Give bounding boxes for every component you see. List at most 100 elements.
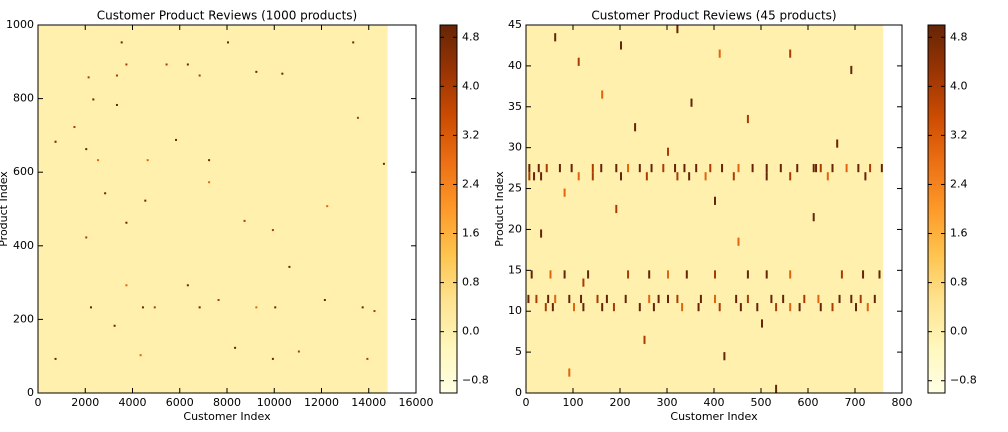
heatmap-cell	[87, 76, 90, 79]
y-tick-label: 400	[13, 239, 34, 252]
heatmap-cell	[582, 278, 585, 287]
heatmap-cell	[815, 164, 818, 173]
x-axis-label: Customer Index	[670, 410, 758, 423]
heatmap-cell	[645, 172, 648, 181]
y-tick-label: 40	[508, 59, 522, 72]
heatmap-cell	[198, 306, 201, 309]
heatmap-cell	[175, 138, 178, 141]
heatmap-cell	[125, 284, 128, 287]
heatmap-cell	[281, 72, 284, 75]
heatmap-cell	[243, 219, 246, 222]
colorbar-tick-label: 0.0	[950, 325, 968, 338]
heatmap-cell	[819, 303, 822, 312]
heatmap-cell	[141, 306, 144, 309]
heatmap-cell	[638, 164, 641, 173]
x-tick-label: 14000	[351, 396, 386, 409]
heatmap-cell	[634, 123, 637, 132]
heatmap-cell	[97, 159, 100, 162]
heatmap-cell	[208, 159, 211, 162]
y-tick-label: 45	[508, 18, 522, 31]
colorbar-tick-label: 4.0	[950, 79, 968, 92]
y-tick-label: 600	[13, 165, 34, 178]
x-tick-label: 6000	[166, 396, 194, 409]
heatmap-cell	[580, 294, 583, 304]
heatmap-cell	[620, 41, 622, 50]
heatmap-cell	[812, 164, 815, 173]
heatmap-cell	[352, 41, 355, 44]
y-tick-label: 20	[508, 222, 522, 235]
heatmap-cell	[535, 294, 538, 304]
heatmap-cell	[697, 303, 700, 312]
heatmap-cell	[612, 303, 615, 312]
y-tick-label: 800	[13, 92, 34, 105]
heatmap-cell	[826, 172, 829, 181]
x-axis-label: Customer Index	[183, 410, 271, 423]
y-tick-label: 35	[508, 100, 522, 113]
heatmap-cell	[326, 205, 329, 208]
heatmap-cell	[54, 357, 57, 360]
chart-title: Customer Product Reviews (1000 products)	[97, 9, 357, 23]
heatmap-cell	[227, 41, 229, 44]
heatmap-background	[526, 25, 884, 393]
y-tick-label: 0	[515, 386, 522, 399]
colorbar-tick-label: 1.6	[950, 227, 968, 240]
heatmap-cell	[761, 319, 763, 328]
heatmap-cell	[831, 164, 834, 173]
x-tick-label: 400	[704, 396, 725, 409]
heatmap-cell	[667, 294, 669, 304]
heatmap-cell	[558, 164, 561, 173]
heatmap-cell	[186, 63, 189, 66]
y-tick-label: 0	[27, 386, 34, 399]
heatmap-cell	[85, 236, 88, 239]
colorbar-tick-label: −0.8	[462, 374, 489, 387]
heatmap-cell	[855, 303, 857, 312]
heatmap-cell	[770, 294, 773, 304]
heatmap-cell	[601, 90, 604, 99]
heatmap-cell	[139, 354, 142, 357]
heatmap-cell	[765, 172, 768, 181]
heatmap-cell	[274, 306, 277, 309]
heatmap-cell	[554, 294, 557, 304]
chart-title: Customer Product Reviews (45 products)	[591, 9, 836, 23]
x-tick-label: 0	[35, 396, 42, 409]
heatmap-cell	[208, 181, 211, 184]
x-tick-label: 2000	[71, 396, 99, 409]
heatmap-cell	[373, 310, 376, 313]
colorbar-tick-label: 4.0	[462, 79, 480, 92]
x-tick-label: 100	[563, 396, 584, 409]
heatmap-cell	[676, 172, 679, 181]
y-tick-label: 5	[515, 345, 522, 358]
heatmap-cell	[115, 103, 118, 106]
heatmap-cell	[255, 70, 258, 73]
heatmap-cell	[92, 98, 95, 101]
heatmap-cell	[146, 159, 149, 162]
x-tick-label: 300	[657, 396, 678, 409]
colorbar-tick-label: 0.8	[950, 276, 968, 289]
heatmap-cell	[737, 164, 740, 173]
heatmap-cell	[615, 164, 618, 173]
heatmap-cell	[648, 270, 651, 279]
heatmap-cell	[165, 63, 168, 66]
x-tick-label: 16000	[399, 396, 434, 409]
heatmap-cell	[563, 188, 566, 197]
heatmap-cell	[255, 306, 258, 309]
heatmap-cell	[831, 303, 834, 312]
heatmap-cell	[104, 192, 107, 195]
heatmap-cell	[850, 294, 853, 304]
heatmap-cell	[115, 74, 118, 77]
heatmap-cell	[568, 368, 571, 377]
y-tick-label: 30	[508, 141, 522, 154]
colorbar	[439, 24, 458, 394]
heatmap-cell	[864, 172, 867, 181]
heatmap-cell	[530, 270, 533, 279]
heatmap-cell	[789, 172, 792, 181]
x-tick-label: 10000	[257, 396, 292, 409]
heatmap-cell	[796, 164, 799, 173]
heatmap-cell	[737, 237, 740, 246]
heatmap-cell	[85, 148, 88, 151]
heatmap-cell	[746, 294, 749, 304]
heatmap-cell	[817, 294, 820, 304]
heatmap-cell	[667, 270, 669, 279]
heatmap-cell	[582, 303, 585, 312]
heatmap-cell	[551, 303, 554, 312]
